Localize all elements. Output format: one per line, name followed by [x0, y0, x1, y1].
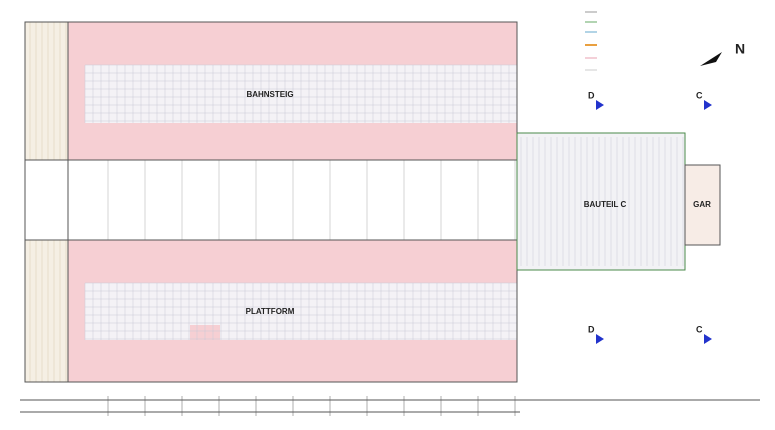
top-band: [68, 22, 517, 65]
section-label: D: [588, 324, 595, 334]
annex-label: BAUTEIL C: [584, 200, 627, 209]
hall-label: BAHNSTEIG: [246, 90, 293, 99]
annex-small-outline: [684, 164, 721, 246]
section-marker: [704, 100, 712, 110]
north-label: N: [735, 41, 745, 57]
section-marker: [704, 334, 712, 344]
annex-small-label: GAR: [693, 200, 711, 209]
section-label: D: [588, 90, 595, 100]
section-label: C: [696, 324, 703, 334]
bottom-band: [68, 283, 85, 340]
north-arrow: [700, 52, 722, 66]
hall-label: PLATTFORM: [246, 307, 295, 316]
top-band: [68, 123, 517, 160]
section-marker: [596, 334, 604, 344]
legend: [585, 11, 597, 71]
bottom-band: [68, 340, 517, 382]
left-strip: [25, 240, 68, 382]
section-label: C: [696, 90, 703, 100]
left-strip: [25, 22, 68, 160]
section-marker: [596, 100, 604, 110]
annex-small: [685, 165, 720, 245]
bottom-band: [68, 240, 517, 283]
top-band: [68, 65, 85, 123]
